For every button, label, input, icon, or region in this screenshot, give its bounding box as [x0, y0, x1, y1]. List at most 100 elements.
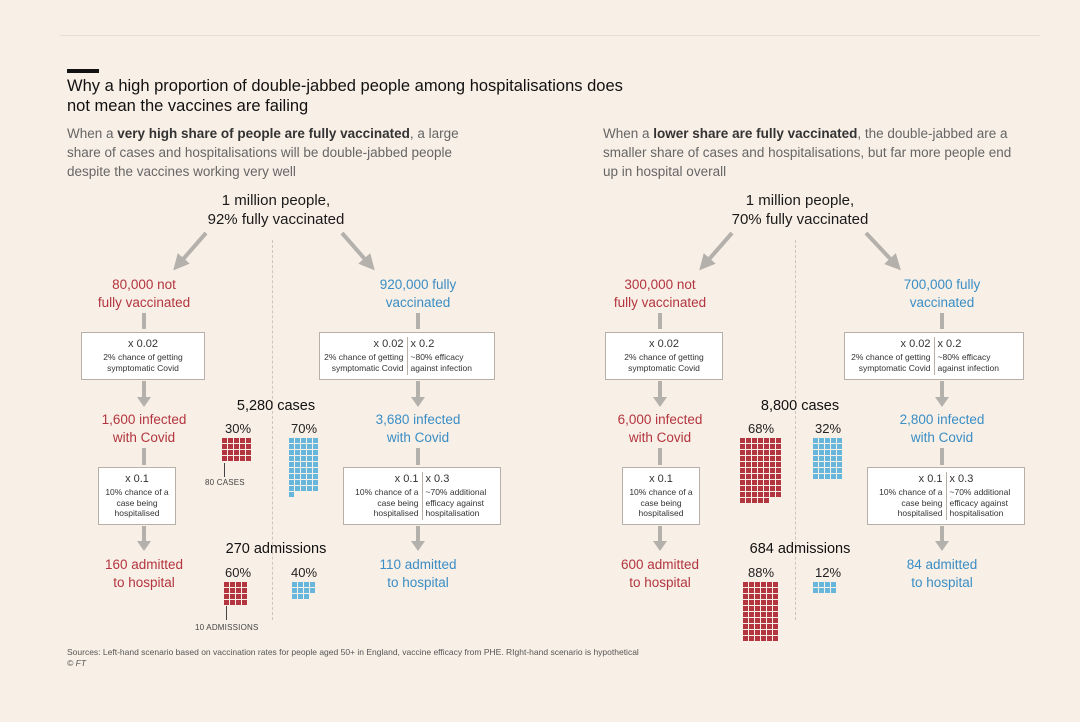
right-unvax-line1: 300,000 not — [624, 277, 696, 292]
waffle-square — [246, 438, 251, 443]
waffle-square — [298, 588, 303, 593]
waffle-square — [304, 582, 309, 587]
waffle-square — [743, 588, 748, 593]
left-unvax-admitted: 160 admitted to hospital — [54, 556, 234, 592]
right-root-node: 1 million people, 70% fully vaccinated — [690, 191, 910, 229]
waffle-square — [740, 486, 745, 491]
waffle-square — [740, 450, 745, 455]
waffle-square — [773, 588, 778, 593]
waffle-square — [761, 624, 766, 629]
right-unvax-arrowhead-4 — [653, 541, 667, 551]
left-cases-total: 5,280 cases — [236, 398, 316, 414]
right-vax-arrowhead-4 — [935, 541, 949, 551]
right-vax-admitted-line2: to hospital — [911, 575, 973, 590]
waffle-square — [770, 456, 775, 461]
waffle-square — [770, 480, 775, 485]
left-vax-connector-4 — [416, 526, 420, 541]
right-vax-box1-text-b: ~80% efficacy against infection — [937, 352, 999, 373]
waffle-square — [295, 456, 300, 461]
waffle-square — [831, 462, 836, 467]
waffle-square — [761, 594, 766, 599]
waffle-square — [301, 438, 306, 443]
waffle-square — [740, 444, 745, 449]
left-vax-infected-line2: with Covid — [386, 430, 450, 445]
waffle-square — [758, 450, 763, 455]
waffle-square — [767, 636, 772, 641]
right-cases-total: 8,800 cases — [760, 398, 840, 414]
left-vax-infected-line1: 3,680 infected — [375, 412, 461, 427]
waffle-square — [743, 624, 748, 629]
waffle-square — [752, 438, 757, 443]
waffle-square — [301, 474, 306, 479]
waffle-square — [758, 480, 763, 485]
waffle-square — [825, 582, 830, 587]
right-vax-infection-box: x 0.02 2% chance of getting symptomatic C… — [844, 332, 1024, 380]
right-admissions-total: 684 admissions — [749, 541, 851, 557]
waffle-square — [222, 456, 227, 461]
waffle-square — [307, 444, 312, 449]
waffle-square — [301, 462, 306, 467]
waffle-square — [228, 456, 233, 461]
waffle-square — [301, 450, 306, 455]
waffle-square — [746, 480, 751, 485]
waffle-square — [307, 474, 312, 479]
left-vax-arrowhead-4 — [411, 541, 425, 551]
waffle-square — [749, 582, 754, 587]
left-unvax-infected-line1: 1,600 infected — [101, 412, 187, 427]
waffle-square — [831, 468, 836, 473]
waffle-square — [776, 444, 781, 449]
waffle-square — [770, 486, 775, 491]
left-vax-line1: 920,000 fully — [379, 277, 457, 292]
waffle-square — [743, 582, 748, 587]
waffle-square — [304, 594, 309, 599]
right-vax-node: 700,000 fully vaccinated — [852, 276, 1032, 312]
waffle-square — [764, 468, 769, 473]
waffle-square — [740, 492, 745, 497]
waffle-square — [236, 588, 241, 593]
waffle-square — [776, 450, 781, 455]
waffle-square — [224, 594, 229, 599]
waffle-square — [767, 630, 772, 635]
waffle-square — [301, 480, 306, 485]
waffle-square — [746, 498, 751, 503]
right-vax-box2-col-b: x 0.3 ~70% additional efficacy against ho… — [947, 472, 1025, 520]
left-cases-unvax-squares — [222, 438, 251, 461]
waffle-square — [749, 588, 754, 593]
waffle-square — [230, 594, 235, 599]
right-arrow-vax — [864, 231, 901, 271]
right-unvax-infected-line2: with Covid — [628, 430, 692, 445]
waffle-square — [755, 618, 760, 623]
left-vax-arrowhead-2 — [411, 397, 425, 407]
left-unvax-arrowhead-2 — [137, 397, 151, 407]
waffle-square — [752, 444, 757, 449]
waffle-square — [295, 450, 300, 455]
chart-title: Why a high proportion of double-jabbed p… — [67, 77, 623, 115]
waffle-square — [746, 462, 751, 467]
waffle-square — [740, 468, 745, 473]
waffle-square — [313, 480, 318, 485]
waffle-square — [246, 456, 251, 461]
left-unvax-connector-3 — [142, 448, 146, 465]
right-unvax-admitted: 600 admitted to hospital — [570, 556, 750, 592]
right-unvax-node: 300,000 not fully vaccinated — [570, 276, 750, 312]
waffle-square — [770, 468, 775, 473]
waffle-square — [764, 498, 769, 503]
waffle-square — [740, 456, 745, 461]
waffle-square — [831, 456, 836, 461]
waffle-square — [761, 618, 766, 623]
left-vax-connector-2 — [416, 381, 420, 397]
waffle-square — [313, 474, 318, 479]
waffle-square — [749, 600, 754, 605]
waffle-square — [770, 444, 775, 449]
left-arrow-vax — [340, 231, 375, 271]
waffle-square — [289, 456, 294, 461]
waffle-square — [307, 486, 312, 491]
left-vax-box1-col-b: x 0.2 ~80% efficacy against infection — [408, 337, 495, 375]
left-vax-box1-text-a: 2% chance of getting symptomatic Covid — [324, 352, 404, 373]
waffle-square — [301, 456, 306, 461]
waffle-square — [295, 462, 300, 467]
waffle-square — [776, 438, 781, 443]
waffle-square — [767, 594, 772, 599]
waffle-square — [743, 594, 748, 599]
